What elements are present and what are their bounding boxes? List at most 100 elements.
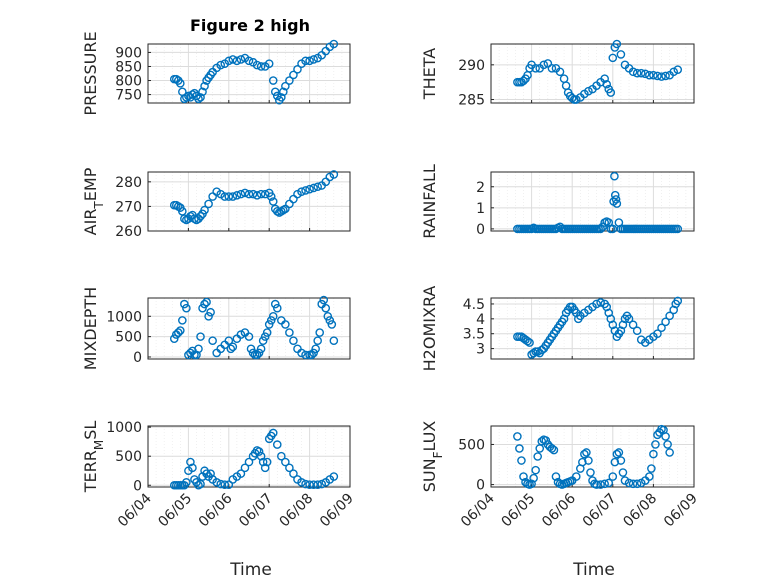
data-point — [206, 307, 215, 317]
data-point — [604, 478, 614, 488]
data-point — [602, 79, 612, 89]
data-point — [194, 94, 203, 104]
data-point — [325, 316, 335, 325]
data-point — [206, 469, 215, 478]
data-point — [624, 314, 634, 324]
data-point — [301, 350, 310, 360]
data-point — [661, 317, 670, 327]
data-point — [592, 480, 601, 489]
data-point — [220, 192, 230, 201]
data-point — [180, 299, 189, 309]
data-point — [612, 39, 622, 49]
data-point — [515, 444, 524, 453]
subplot-4: 0 500 1000 MIXDEPTH — [81, 287, 351, 370]
data-point — [204, 199, 213, 209]
data-point — [608, 472, 618, 481]
data-point — [204, 311, 213, 321]
data-point — [169, 334, 179, 343]
data-point — [228, 342, 238, 352]
data-point — [270, 299, 280, 309]
data-point — [549, 445, 559, 455]
y-tick-label: 850 — [115, 59, 142, 75]
data-point — [329, 170, 339, 179]
data-point — [244, 332, 254, 341]
data-point — [293, 344, 302, 354]
data-point — [586, 468, 595, 477]
data-point — [513, 432, 522, 441]
data-point — [176, 79, 185, 88]
data-point — [277, 93, 286, 102]
data-point — [200, 299, 209, 309]
x-tick-label: 06/04 — [115, 490, 155, 530]
data-point — [661, 71, 670, 81]
data-point — [260, 332, 270, 341]
data-point — [669, 67, 679, 77]
data-point — [196, 93, 205, 102]
axes-box — [490, 297, 695, 360]
y-tick-label: 4 — [476, 312, 485, 328]
data-point — [200, 205, 209, 215]
y-tick-label: 900 — [115, 45, 142, 61]
y-tick-label: 260 — [115, 224, 142, 240]
data-point — [216, 60, 226, 70]
data-point — [301, 186, 310, 195]
y-tick-label: 1 — [476, 201, 485, 217]
data-point — [571, 95, 581, 104]
data-point — [309, 348, 318, 358]
data-point — [186, 457, 195, 467]
data-point — [254, 447, 264, 456]
data-point — [525, 338, 534, 347]
data-point — [651, 440, 660, 449]
data-point — [281, 320, 290, 329]
y-tick-label: 750 — [115, 88, 142, 104]
data-point — [232, 191, 242, 200]
data-point — [240, 463, 250, 473]
data-point — [611, 195, 621, 204]
data-point — [305, 480, 314, 489]
data-point — [289, 336, 298, 346]
x-tick-label: 06/05 — [499, 491, 539, 531]
data-point — [178, 316, 187, 325]
y-tick-label: 1000 — [106, 309, 142, 325]
x-tick-label: 06/07 — [236, 491, 276, 531]
data-point — [628, 67, 638, 77]
data-point — [196, 211, 205, 221]
y-tick-label: 0 — [133, 478, 142, 494]
data-point — [584, 86, 593, 96]
data-point — [632, 326, 642, 336]
data-point — [236, 189, 246, 199]
data-point — [256, 451, 266, 461]
data-point — [244, 189, 254, 199]
data-point — [647, 464, 656, 473]
data-point — [297, 187, 306, 196]
y-axis-label-4: MIXDEPTH — [81, 287, 100, 370]
x-tick-label: 06/05 — [155, 491, 195, 531]
data-point — [176, 326, 185, 335]
y-axis-label-2: AIRTEMP — [81, 167, 106, 235]
data-point — [517, 456, 526, 465]
data-point — [571, 472, 581, 481]
data-point — [608, 224, 618, 234]
y-axis-label-0: PRESSURE — [81, 31, 100, 115]
data-point — [673, 296, 683, 306]
data-point — [329, 39, 339, 49]
subplot-7: 0 500 SUNFLUX 06/04 06/05 06/06 06/07 06/08 06/0… — [420, 421, 701, 531]
data-point — [596, 480, 605, 489]
y-tick-label: 4.5 — [463, 297, 485, 313]
data-point — [319, 295, 329, 305]
data-point — [313, 336, 322, 346]
data-point — [657, 72, 666, 81]
data-point — [653, 329, 662, 339]
data-point — [297, 478, 306, 487]
data-point — [252, 60, 262, 70]
data-point — [616, 456, 626, 465]
data-point — [313, 182, 322, 192]
data-point — [323, 311, 333, 321]
y-tick-label: 500 — [458, 437, 485, 453]
y-tick-label: 1000 — [106, 420, 142, 436]
data-point — [268, 311, 278, 321]
data-point — [258, 457, 268, 467]
data-point — [582, 448, 591, 457]
axes-box — [490, 171, 695, 232]
